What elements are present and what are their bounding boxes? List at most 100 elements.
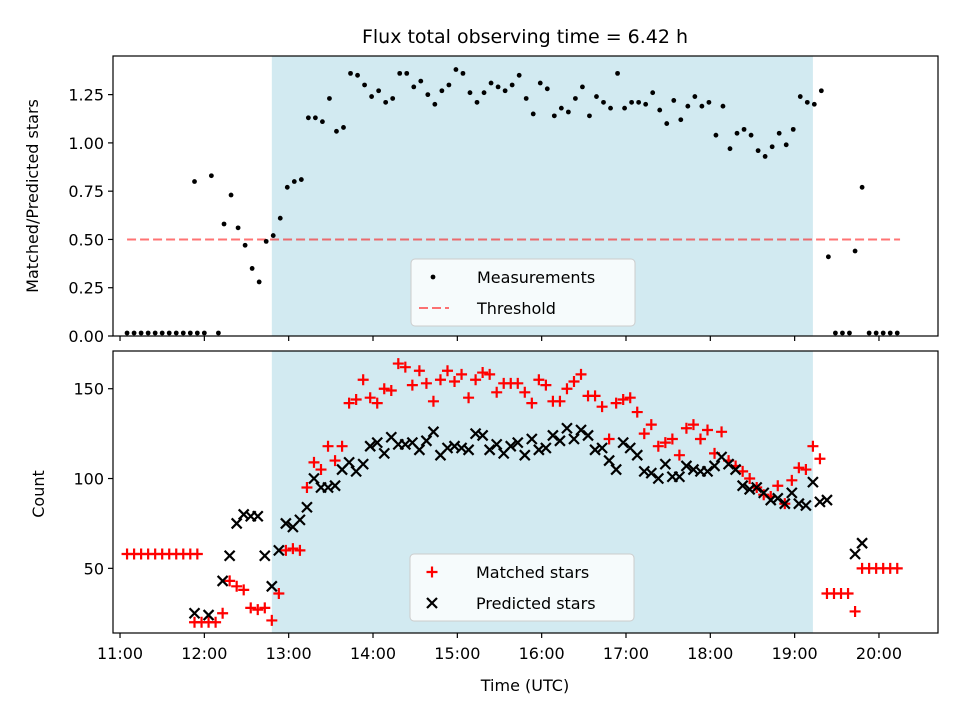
predicted-star-point [266, 580, 278, 593]
predicted-star-point [378, 447, 391, 460]
measurement-point [228, 192, 234, 198]
measurement-point [131, 330, 137, 336]
measurement-point [474, 99, 480, 105]
x-tick-label: 19:00 [772, 644, 818, 663]
measurement-point [580, 84, 585, 90]
measurement-point [783, 142, 789, 148]
legend-label: Threshold [476, 299, 556, 318]
measurement-point [221, 221, 227, 227]
measurement-point [355, 72, 360, 78]
predicted-star-point [652, 472, 665, 485]
measurement-point [713, 132, 719, 138]
ratio-y-tick-label: 1.25 [68, 86, 104, 105]
predicted-star-point [357, 458, 369, 470]
measurement-point [650, 90, 656, 96]
measurement-point [166, 330, 172, 336]
matched-star-point [427, 395, 439, 407]
matched-star-point [554, 395, 566, 407]
matched-star-point [666, 433, 678, 445]
measurement-point [797, 94, 803, 99]
legend-label: Matched stars [476, 563, 589, 582]
measurement-point [643, 101, 649, 107]
predicted-star-point [708, 460, 721, 472]
predicted-star-point [596, 442, 608, 454]
predicted-star-point [701, 465, 714, 478]
predicted-star-point [786, 487, 798, 499]
measurement-point [565, 109, 571, 115]
matched-star-point [772, 480, 784, 492]
x-tick-label: 11:00 [97, 644, 143, 663]
count-y-tick-label: 150 [73, 380, 104, 399]
matched-star-point [491, 386, 503, 398]
matched-star-point [413, 365, 425, 377]
measurement-point [404, 70, 410, 76]
measurement-point [194, 330, 200, 336]
predicted-star-point [216, 575, 229, 587]
matched-star-point [610, 397, 622, 409]
matched-star-point [329, 455, 341, 467]
measurement-point [790, 126, 796, 132]
matched-star-point [484, 368, 496, 380]
legend-marker-predicted [426, 597, 438, 609]
measurement-point [277, 215, 283, 221]
measurement-point [825, 254, 831, 260]
count-panel: 50 100 150 11:00 12:00 13:00 14:00 15:00 16:00 17… [73, 350, 939, 663]
matched-star-point [364, 392, 376, 404]
matched-star-point [589, 390, 601, 402]
predicted-star-point [251, 510, 264, 523]
matched-star-point [596, 401, 608, 413]
matched-star-point [694, 433, 706, 445]
ratio-legend: Measurements Threshold [410, 258, 636, 327]
predicted-star-point [736, 479, 749, 492]
measurement-point [348, 70, 353, 76]
x-tick-label: 20:00 [856, 644, 902, 663]
measurement-point [734, 130, 740, 136]
predicted-star-point [259, 549, 271, 562]
x-tick-label: 18:00 [687, 644, 733, 663]
measurement-point [446, 82, 452, 88]
predicted-star-point [280, 517, 292, 530]
measurement-point [537, 80, 543, 86]
measurement-point [558, 105, 564, 111]
matched-star-point [744, 473, 756, 485]
measurement-point [152, 330, 158, 336]
measurement-point [249, 266, 255, 271]
predicted-star-point [807, 476, 819, 488]
measurement-point [192, 179, 197, 184]
ratio-legend-box [410, 258, 636, 327]
measurement-point [201, 330, 207, 336]
predicted-star-point [364, 440, 376, 452]
measurement-point [523, 96, 529, 101]
predicted-star-point [476, 429, 489, 442]
measurement-point [305, 115, 311, 121]
matched-star-point [210, 616, 222, 628]
count-legend: Matched stars Predicted stars [409, 553, 635, 622]
predicted-star-point [371, 436, 384, 449]
matched-star-point [245, 602, 257, 614]
matched-star-point [540, 379, 552, 391]
measurement-point [636, 99, 642, 105]
matched-star-point [526, 397, 538, 409]
predicted-star-point [540, 442, 552, 454]
measurement-point [341, 125, 346, 130]
matched-star-point [891, 562, 903, 574]
legend-label: Measurements [477, 268, 595, 287]
ratio-y-tick-label: 0.25 [68, 279, 104, 298]
legend-label: Predicted stars [476, 594, 596, 613]
x-tick-label: 14:00 [350, 644, 396, 663]
predicted-star-point [575, 424, 587, 436]
count-y-tick-label: 50 [84, 559, 104, 578]
matched-star-point [624, 392, 636, 404]
predicted-star-point [427, 426, 440, 438]
measurement-point [320, 119, 325, 125]
ratio-series-measurements [124, 67, 900, 336]
measurement-point [418, 78, 424, 84]
predicted-star-point [617, 436, 629, 449]
measurement-point [622, 105, 627, 111]
matched-star-point [266, 614, 278, 626]
x-tick-label: 17:00 [603, 644, 649, 663]
matched-star-point [470, 374, 482, 386]
matched-star-point [617, 393, 629, 405]
measurement-point [298, 177, 304, 182]
